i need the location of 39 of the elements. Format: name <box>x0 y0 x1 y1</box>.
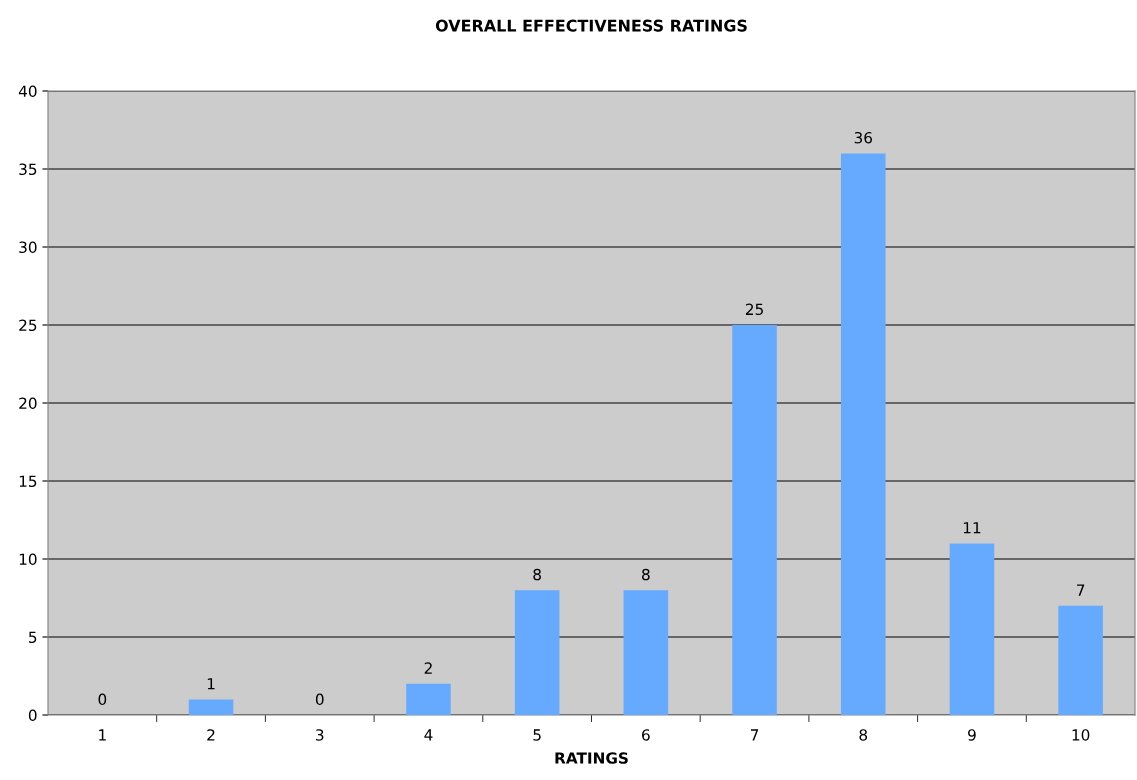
data-label: 25 <box>745 303 763 316</box>
data-label: 1 <box>207 678 215 690</box>
data-label: 11 <box>963 522 981 534</box>
bar <box>623 590 669 715</box>
x-tick-label: 9 <box>968 729 976 741</box>
y-tick-label: 10 <box>19 553 37 566</box>
data-label: 8 <box>533 568 541 581</box>
bar <box>1058 605 1103 715</box>
x-tick-label: 4 <box>424 729 433 741</box>
bar <box>406 683 451 715</box>
y-tick-label: 15 <box>19 475 37 488</box>
data-label: 36 <box>854 131 873 144</box>
data-label: 0 <box>315 693 324 706</box>
bar <box>732 325 777 715</box>
x-tick-label: 1 <box>99 729 106 741</box>
bar <box>840 153 886 715</box>
bar <box>514 590 560 715</box>
data-label: 0 <box>98 693 107 706</box>
x-tick-label: 5 <box>533 729 541 741</box>
x-tick-label: 3 <box>316 729 324 741</box>
y-tick-label: 0 <box>28 709 37 722</box>
y-tick-label: 5 <box>29 631 37 644</box>
x-tick-label: 2 <box>207 729 215 741</box>
data-label: 7 <box>1077 584 1085 596</box>
x-tick-label: 8 <box>859 729 868 741</box>
y-tick-label: 20 <box>19 397 37 410</box>
chart-title: OVERALL EFFECTIVENESS RATINGS <box>435 19 747 32</box>
x-tick-label: 10 <box>1072 729 1090 741</box>
data-label: 8 <box>642 568 650 581</box>
y-tick-label: 25 <box>19 319 37 332</box>
x-axis-title: RATINGS <box>555 752 628 764</box>
data-label: 2 <box>424 662 432 674</box>
bar <box>949 543 995 715</box>
y-tick-label: 35 <box>19 163 37 176</box>
bar <box>188 699 234 715</box>
x-tick-label: 7 <box>750 729 759 741</box>
y-tick-label: 40 <box>18 85 37 98</box>
x-tick-label: 6 <box>642 729 650 741</box>
y-tick-label: 30 <box>19 241 37 254</box>
